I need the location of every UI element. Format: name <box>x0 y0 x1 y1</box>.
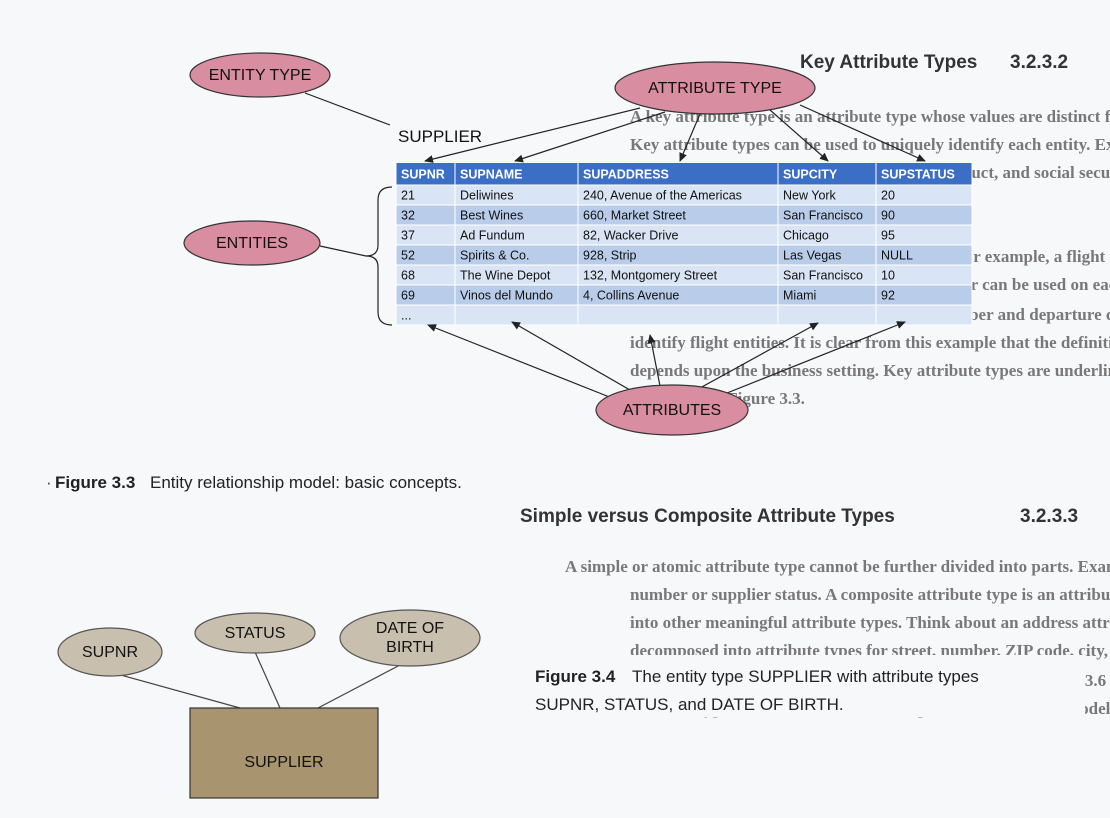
connector <box>304 92 391 126</box>
arrow <box>424 107 641 163</box>
table-row-bg <box>396 245 972 265</box>
table-row-bg <box>396 265 972 285</box>
paragraph-line: into other meaningful attribute types. T… <box>630 613 1110 632</box>
arrow <box>427 324 613 399</box>
table-cell: 32 <box>401 208 415 222</box>
table-cell: 37 <box>401 228 415 242</box>
arrow <box>679 113 701 162</box>
caption-text: Entity relationship model: basic concept… <box>150 473 462 492</box>
paragraph-line: A simple or atomic attribute type cannot… <box>565 557 1110 576</box>
connector <box>319 245 367 257</box>
caption-text: SUPNR, STATUS, and DATE OF BIRTH. <box>535 695 844 714</box>
table-cell: NULL <box>881 248 913 262</box>
arrow <box>721 321 906 396</box>
table-cell: Las Vegas <box>783 248 841 262</box>
connector <box>254 651 281 709</box>
attribute-type-ellipse-label: ATTRIBUTE TYPE <box>648 80 782 97</box>
section-title: Simple versus Composite Attribute Types <box>520 506 895 527</box>
table-row-bg <box>396 285 972 305</box>
table-header-cell: SUPSTATUS <box>881 167 955 181</box>
table-cell: San Francisco <box>783 208 863 222</box>
attribute-ellipse <box>194 612 316 654</box>
table-header-cell: SUPNR <box>401 167 445 181</box>
table-cell: Chicago <box>783 228 829 242</box>
table-row-bg <box>396 205 972 225</box>
entity-box <box>189 707 379 799</box>
table-cell: 52 <box>401 248 415 262</box>
table-cell: 69 <box>401 288 415 302</box>
connector <box>317 664 401 709</box>
table-row-bg <box>396 305 972 325</box>
entities-ellipse <box>183 220 321 266</box>
table-cell: 4, Collins Avenue <box>583 288 679 302</box>
section-number: 3.2.3.2 <box>1010 52 1068 73</box>
attribute-ellipse <box>57 627 163 677</box>
table-header-cell: SUPADDRESS <box>583 167 669 181</box>
entities-ellipse-label: ENTITIES <box>216 235 288 252</box>
table-cell: 240, Avenue of the Americas <box>583 188 742 202</box>
entity-label: SUPPLIER <box>244 754 323 771</box>
section-title: Key Attribute Types <box>800 52 977 73</box>
paragraph-line: number or supplier status. A composite a… <box>630 585 1110 604</box>
table-cell: 132, Montgomery Street <box>583 268 718 282</box>
table-cell: Deliwines <box>460 188 514 202</box>
section-number: 3.2.3.3 <box>1020 506 1078 527</box>
table-header-cell: SUPNAME <box>460 167 523 181</box>
arrow <box>769 109 829 162</box>
table-cell: 20 <box>881 188 895 202</box>
table-row-bg <box>396 185 972 205</box>
attribute-label: BIRTH <box>386 639 434 656</box>
table-cell: ... <box>401 308 411 322</box>
caption-bullet: · <box>46 473 52 492</box>
table-header-cell: SUPCITY <box>783 167 838 181</box>
table-cell: San Francisco <box>783 268 863 282</box>
arrow <box>511 321 631 391</box>
table-name: SUPPLIER <box>398 127 482 146</box>
caption-bg <box>525 655 1085 717</box>
connector <box>109 671 241 709</box>
attribute-label: DATE OF <box>376 620 444 637</box>
table-cell: 92 <box>881 288 895 302</box>
arrow <box>514 111 666 163</box>
table-cell: 95 <box>881 228 895 242</box>
paragraph-line: Key attribute types can be used to uniqu… <box>630 135 1110 154</box>
caption-text: The entity type SUPPLIER with attribute … <box>632 667 979 686</box>
table-cell: Vinos del Mundo <box>460 288 553 302</box>
entity-type-ellipse-label: ENTITY TYPE <box>209 67 312 84</box>
table-cell: Ad Fundum <box>460 228 525 242</box>
paragraph-line: identify flight entities. It is clear fr… <box>630 333 1110 352</box>
table-cell: 21 <box>401 188 415 202</box>
attribute-ellipse <box>339 609 481 667</box>
table-row-bg <box>396 225 972 245</box>
table-cell: 90 <box>881 208 895 222</box>
paragraph-line: depends upon the business setting. Key a… <box>630 361 1110 380</box>
attribute-label: SUPNR <box>82 644 138 661</box>
arrow <box>647 334 661 387</box>
table-cell: 660, Market Street <box>583 208 686 222</box>
table-cell: Spirits & Co. <box>460 248 529 262</box>
entity-type-ellipse <box>189 52 331 98</box>
table-cell: New York <box>783 188 837 202</box>
caption-label: Figure 3.4 <box>535 667 616 686</box>
table-cell: 928, Strip <box>583 248 637 262</box>
caption-label: Figure 3.3 <box>55 473 135 492</box>
arrow <box>799 104 926 162</box>
arrow <box>699 322 819 389</box>
table-cell: The Wine Depot <box>460 268 551 282</box>
table-cell: 68 <box>401 268 415 282</box>
table-cell: 10 <box>881 268 895 282</box>
attributes-ellipse-label: ATTRIBUTES <box>623 402 721 419</box>
table-cell: Best Wines <box>460 208 523 222</box>
attribute-label: STATUS <box>225 625 286 642</box>
table-cell: Miami <box>783 288 816 302</box>
table-header-bg <box>396 163 972 185</box>
table-cell: 82, Wacker Drive <box>583 228 678 242</box>
attribute-type-ellipse <box>614 61 816 115</box>
attributes-ellipse <box>595 384 749 436</box>
